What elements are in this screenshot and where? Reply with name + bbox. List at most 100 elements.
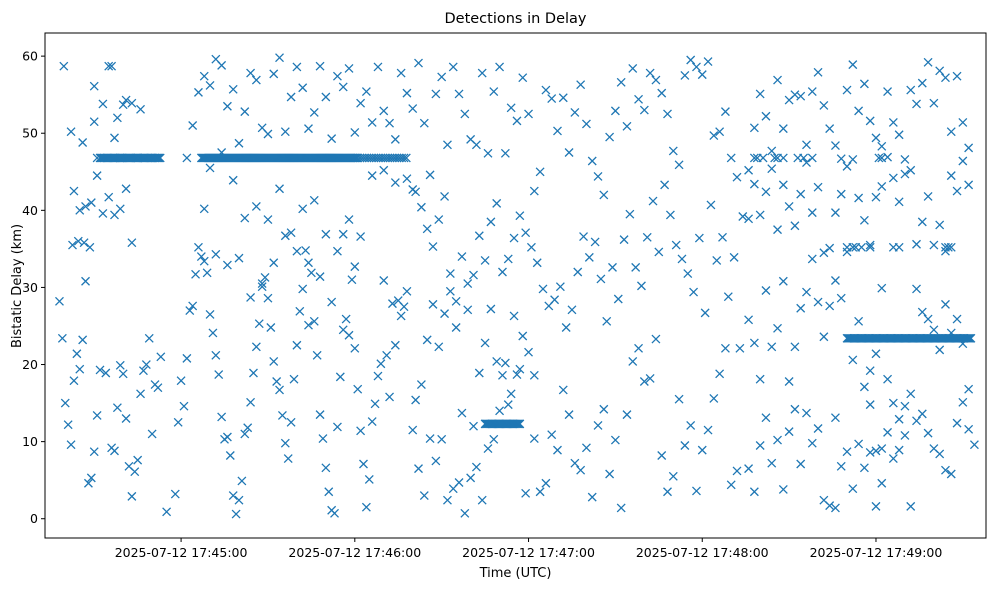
detection-marker (744, 315, 754, 325)
detection-marker (402, 174, 412, 184)
detection-marker (608, 262, 617, 272)
track-marker (515, 419, 525, 429)
detection-marker (894, 414, 904, 424)
detection-marker (518, 73, 528, 83)
detection-marker (790, 404, 800, 414)
detection-marker (379, 276, 389, 285)
detection-marker (73, 236, 83, 246)
detection-marker (894, 242, 904, 252)
detection-marker (874, 153, 884, 163)
detection-marker (474, 231, 484, 241)
detection-marker (457, 408, 467, 418)
detection-marker (390, 178, 400, 188)
detection-marker (778, 484, 788, 494)
detection-marker (767, 342, 777, 352)
detection-marker (402, 88, 412, 98)
detection-marker (301, 245, 311, 255)
detection-marker (515, 364, 525, 374)
detection-marker (581, 119, 591, 129)
detection-marker (335, 372, 345, 382)
detection-marker (692, 62, 701, 72)
detection-marker (819, 332, 829, 342)
detection-marker (321, 463, 331, 473)
detection-marker (761, 111, 771, 121)
detection-marker (173, 417, 183, 427)
detection-marker (778, 153, 788, 163)
track-marker (348, 153, 358, 163)
track-marker (514, 419, 524, 429)
detection-marker (663, 487, 672, 497)
detection-marker (561, 323, 571, 332)
detection-marker (321, 229, 331, 239)
detection-marker (935, 449, 945, 459)
detection-marker (877, 478, 887, 488)
detection-marker (500, 358, 510, 368)
detection-marker (547, 430, 557, 440)
detection-marker (848, 355, 858, 365)
detection-marker (900, 401, 910, 411)
detection-marker (703, 425, 713, 435)
detection-marker (469, 270, 478, 280)
y-axis-label: Bistatic Delay (km) (10, 224, 25, 348)
detection-marker (344, 64, 354, 73)
detection-marker (69, 376, 79, 386)
detection-marker (295, 306, 305, 316)
detection-marker (454, 89, 464, 99)
detection-marker (836, 189, 846, 199)
detection-marker (86, 473, 96, 483)
detection-marker (807, 254, 817, 264)
detection-marker (338, 229, 348, 239)
detection-marker (639, 377, 649, 386)
detection-marker (428, 299, 438, 309)
detection-marker (883, 427, 893, 437)
detection-marker (848, 484, 858, 494)
detection-marker (573, 267, 583, 277)
detection-marker (170, 489, 180, 499)
detection-marker (848, 60, 858, 70)
detection-marker (538, 284, 548, 294)
detection-marker (55, 296, 64, 306)
detection-marker (457, 252, 467, 262)
detection-marker (865, 242, 875, 252)
detection-marker (495, 62, 505, 72)
detection-marker (361, 502, 371, 512)
detection-marker (492, 356, 502, 366)
detection-marker (654, 247, 664, 257)
detection-marker (327, 134, 337, 144)
detection-marker (906, 165, 916, 175)
detection-marker (718, 232, 727, 242)
detection-marker (946, 469, 956, 479)
detection-marker (437, 72, 447, 82)
detection-marker (715, 369, 725, 379)
detection-marker (952, 71, 962, 81)
detection-marker (888, 398, 898, 408)
detection-marker (121, 414, 131, 423)
detection-marker (385, 118, 395, 128)
detection-marker (877, 444, 887, 454)
detection-marker (825, 301, 835, 311)
detection-marker (205, 163, 215, 173)
detection-marker (941, 73, 950, 83)
detection-marker (92, 410, 102, 420)
detection-marker (859, 463, 869, 473)
detection-marker (283, 454, 293, 464)
detection-marker (857, 242, 866, 252)
detection-marker (836, 461, 846, 471)
detection-marker (92, 153, 102, 163)
detection-marker (138, 366, 148, 376)
detection-marker (66, 440, 76, 450)
y-tick-label: 60 (22, 49, 38, 64)
detection-marker (645, 68, 655, 78)
detection-marker (75, 205, 85, 215)
detection-marker (584, 252, 594, 262)
detection-marker (338, 82, 348, 92)
detection-marker (755, 89, 765, 99)
detection-marker (564, 148, 574, 157)
detection-marker (332, 422, 342, 432)
detection-marker (286, 417, 296, 427)
detection-marker (558, 93, 568, 103)
detection-marker (500, 148, 510, 158)
detection-marker (778, 124, 788, 134)
detection-marker (587, 492, 597, 502)
y-tick-label: 0 (30, 511, 38, 526)
